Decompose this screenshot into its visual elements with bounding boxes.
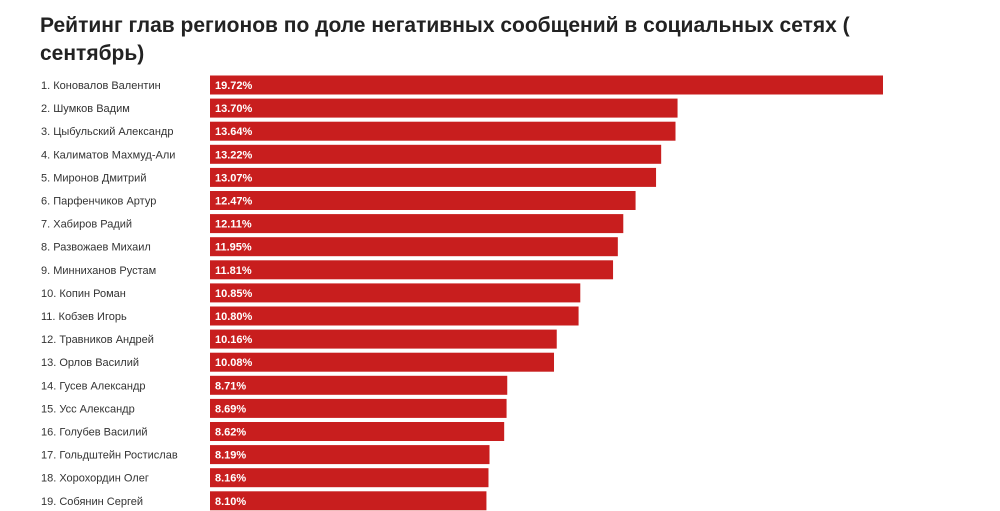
bar — [210, 468, 489, 488]
bar — [210, 491, 487, 511]
data-label: 13.64% — [215, 126, 253, 138]
category-label: 5. Миронов Дмитрий — [41, 172, 146, 184]
bar — [210, 144, 662, 164]
chart-rows: 1. Коновалов Валентин 19.72% 2. Шумков Вад… — [41, 75, 883, 511]
bar — [210, 167, 657, 187]
category-label: 10. Копин Роман — [41, 288, 126, 300]
category-label: 7. Хабиров Радий — [41, 219, 132, 231]
bar — [210, 214, 624, 234]
category-label: 13. Орлов Василий — [41, 357, 139, 369]
data-label: 10.80% — [215, 311, 253, 323]
data-label: 10.08% — [215, 357, 253, 369]
bar — [210, 283, 581, 303]
data-label: 19.72% — [215, 80, 253, 92]
bar — [210, 191, 636, 210]
category-label: 1. Коновалов Валентин — [41, 80, 161, 92]
category-label: 6. Парфенчиков Артур — [41, 196, 156, 208]
bar — [210, 98, 678, 118]
chart-title: Рейтинг глав регионов по доле негативных… — [40, 14, 850, 65]
category-label: 3. Цыбульский Александр — [41, 126, 173, 138]
data-label: 10.16% — [215, 334, 253, 346]
bar — [210, 75, 883, 95]
bar — [210, 445, 490, 465]
bar — [210, 306, 579, 326]
category-label: 15. Усс Александр — [41, 403, 135, 415]
data-label: 13.70% — [215, 103, 253, 115]
data-label: 13.22% — [215, 149, 253, 161]
category-label: 12. Травников Андрей — [41, 334, 154, 346]
bar — [210, 422, 505, 441]
data-label: 12.11% — [215, 219, 252, 231]
data-label: 8.69% — [215, 403, 246, 415]
category-label: 19. Собянин Сергей — [41, 496, 143, 508]
category-label: 9. Минниханов Рустам — [41, 265, 156, 277]
data-label: 8.16% — [215, 473, 246, 485]
category-label: 16. Голубев Василий — [41, 427, 148, 439]
bar — [210, 398, 507, 418]
bar — [210, 260, 614, 280]
category-label: 2. Шумков Вадим — [41, 103, 130, 115]
category-label: 17. Гольдштейн Ростислав — [41, 450, 178, 462]
data-label: 8.19% — [215, 450, 246, 462]
data-label: 13.07% — [215, 172, 253, 184]
data-label: 8.62% — [215, 427, 246, 439]
category-label: 18. Хорохордин Олег — [41, 473, 149, 485]
data-label: 11.81% — [215, 265, 252, 277]
bar — [210, 237, 618, 257]
category-label: 14. Гусев Александр — [41, 380, 146, 392]
data-label: 11.95% — [215, 242, 252, 254]
data-label: 8.10% — [215, 496, 246, 508]
category-label: 8. Развожаев Михаил — [41, 242, 151, 254]
data-label: 12.47% — [215, 196, 253, 208]
category-label: 11. Кобзев Игорь — [41, 311, 127, 323]
bar — [210, 375, 508, 395]
bar — [210, 121, 676, 141]
data-label: 10.85% — [215, 288, 253, 300]
bar — [210, 329, 557, 349]
category-label: 4. Калиматов Махмуд-Али — [41, 149, 175, 161]
data-label: 8.71% — [215, 380, 246, 392]
bar — [210, 352, 555, 372]
